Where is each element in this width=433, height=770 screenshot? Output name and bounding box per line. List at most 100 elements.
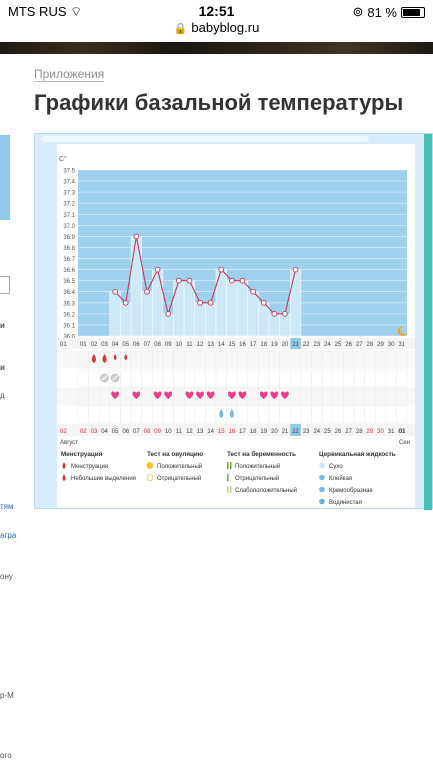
address-bar[interactable]: 🔒 babyblog.ru bbox=[0, 20, 433, 42]
temperature-bar bbox=[290, 269, 302, 337]
temperature-bar bbox=[236, 280, 249, 337]
y-tick-label: 36.9 bbox=[63, 235, 75, 241]
legend-item: Слабоположительный bbox=[235, 487, 297, 494]
cycle-day-label: 02 bbox=[60, 429, 67, 435]
heart-icon bbox=[259, 391, 268, 399]
battery-icon bbox=[401, 6, 425, 18]
temperature-point bbox=[260, 299, 267, 306]
cycle-day-label: 20 bbox=[271, 429, 278, 435]
x-tick-label: 18 bbox=[260, 342, 267, 348]
legend-item: Положительный bbox=[157, 463, 202, 470]
cervical-icon bbox=[319, 486, 325, 493]
cycle-day-label: 17 bbox=[239, 429, 246, 435]
y-tick-label: 36.0 bbox=[63, 335, 75, 341]
cycle-day-label: 18 bbox=[250, 429, 257, 435]
x-tick-label: 15 bbox=[229, 342, 236, 348]
url-text: babyblog.ru bbox=[191, 20, 260, 35]
status-bar: MTS RUS ⌔ 12:51 ⊚ 81 % bbox=[0, 0, 433, 22]
ovulation-icon bbox=[146, 474, 154, 481]
test-strip-icon bbox=[230, 486, 232, 493]
cycle-day-label: 26 bbox=[335, 429, 342, 435]
cycle-day-label: 23 bbox=[303, 429, 310, 435]
y-tick-label: 36.5 bbox=[63, 279, 75, 285]
event-cell bbox=[396, 405, 408, 424]
y-tick-label: 37.1 bbox=[63, 213, 75, 219]
sidebar-snippet[interactable]: ого bbox=[0, 751, 12, 760]
temperature-point bbox=[271, 311, 278, 317]
heart-icon bbox=[270, 391, 279, 399]
x-tick-label: 07 bbox=[144, 342, 151, 348]
cycle-day-label: 04 bbox=[101, 429, 108, 435]
watery-drop bbox=[219, 409, 224, 418]
temperature-point bbox=[197, 299, 203, 306]
sidebar-snippet[interactable]: ону bbox=[0, 572, 13, 581]
cycle-day-label: 02 bbox=[80, 429, 87, 435]
y-tick-label: 37.2 bbox=[63, 202, 75, 208]
temperature-bar bbox=[152, 269, 164, 337]
sidebar-snippet[interactable]: тям bbox=[0, 502, 14, 511]
y-tick-label: 36.7 bbox=[63, 257, 75, 263]
cycle-day-label: 01 bbox=[398, 429, 405, 435]
legend-header: Тест на беременность bbox=[227, 450, 296, 458]
highlight-day-box bbox=[290, 338, 301, 349]
page-title: Графики базальной температуры bbox=[34, 90, 404, 115]
x-tick-label: 21 bbox=[292, 342, 299, 348]
x-tick-label: 03 bbox=[101, 342, 108, 348]
breadcrumb[interactable]: Приложения bbox=[34, 67, 105, 82]
temperature-bar bbox=[247, 291, 259, 337]
temperature-point bbox=[282, 311, 288, 317]
watery-drop bbox=[229, 409, 234, 418]
y-tick-label: 36.8 bbox=[63, 246, 75, 252]
bbt-chart: C° 37.5 37.4 37.3 37.2 37.1 37.0 36.9 36.8 36.7 36… bbox=[57, 155, 415, 520]
x-tick-label: 20 bbox=[282, 342, 289, 348]
sidebar-snippet[interactable]: д bbox=[0, 391, 5, 400]
sidebar-snippet[interactable]: и bbox=[0, 363, 5, 372]
sidebar-banner[interactable] bbox=[0, 135, 10, 220]
cycle-day-label: 19 bbox=[260, 429, 267, 435]
temperature-bar bbox=[194, 302, 206, 337]
cycle-day-label: 14 bbox=[207, 429, 214, 435]
sidebar-input[interactable] bbox=[0, 276, 10, 294]
sidebar-snippet[interactable]: р-М bbox=[0, 691, 14, 700]
cycle-day-label: 22 bbox=[292, 429, 299, 435]
sidebar-snippet[interactable]: агра bbox=[0, 531, 17, 540]
cycle-day-row bbox=[57, 424, 415, 436]
cycle-day-label: 08 bbox=[144, 429, 151, 435]
y-tick-label: 36.1 bbox=[63, 323, 75, 329]
x-tick-label: 25 bbox=[335, 342, 342, 348]
legend-header: Менструация bbox=[61, 451, 103, 458]
heart-icon bbox=[111, 391, 120, 399]
legend-item: Отрицательный bbox=[157, 475, 201, 482]
sidebar-snippet[interactable]: и bbox=[0, 321, 5, 330]
temperature-bar bbox=[226, 280, 238, 337]
x-tick-label: 31 bbox=[398, 342, 405, 348]
temperature-point bbox=[112, 288, 118, 295]
event-cell bbox=[396, 369, 408, 388]
x-tick-label: 04 bbox=[112, 342, 119, 348]
carrier: MTS RUS ⌔ bbox=[8, 4, 83, 19]
cycle-day-label: 09 bbox=[154, 429, 161, 435]
menstruation-drop bbox=[91, 354, 96, 363]
event-cell bbox=[396, 387, 408, 406]
temperature-point bbox=[133, 233, 140, 240]
horizontal-scrollbar[interactable] bbox=[41, 136, 369, 142]
ovulation-icon bbox=[146, 462, 154, 469]
x-tick-label: 28 bbox=[367, 342, 374, 348]
x-tick-label: 27 bbox=[356, 342, 363, 348]
x-tick-label: 01 bbox=[80, 342, 87, 348]
x-tick-label: 01 bbox=[60, 342, 67, 348]
temperature-point bbox=[186, 277, 193, 284]
y-tick-label: 36.4 bbox=[63, 290, 75, 296]
temperature-bar bbox=[279, 313, 291, 337]
legend-item: Водянистая bbox=[329, 500, 362, 506]
y-tick-label: 37.4 bbox=[63, 180, 75, 186]
cycle-day-label: 05 bbox=[112, 429, 119, 435]
temperature-point bbox=[207, 299, 214, 306]
x-tick-label: 08 bbox=[154, 342, 161, 348]
wifi-icon: ⌔ bbox=[70, 4, 83, 19]
temperature-point bbox=[218, 266, 225, 273]
x-tick-label: 30 bbox=[388, 342, 395, 348]
lock-icon: 🔒 bbox=[173, 23, 188, 35]
x-tick-label: 26 bbox=[345, 342, 352, 348]
temperature-point bbox=[154, 266, 161, 273]
